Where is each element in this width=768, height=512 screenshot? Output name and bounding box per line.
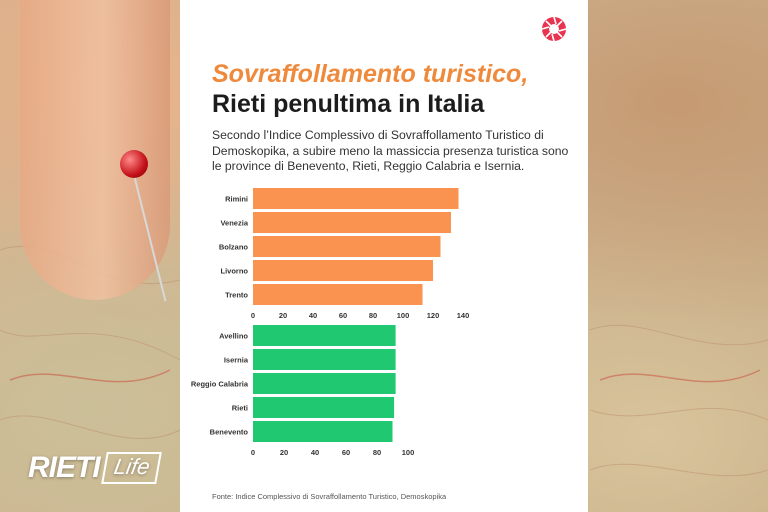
x-tick-label: 100 [397, 311, 410, 320]
x-tick-label: 20 [280, 448, 288, 457]
title-line-1: Sovraffollamento turistico, [212, 60, 529, 88]
category-label: Avellino [219, 332, 248, 341]
x-tick-label: 20 [279, 311, 287, 320]
bar-livorno [253, 260, 433, 281]
bar-bolzano [253, 236, 441, 257]
x-tick-label: 140 [457, 311, 470, 320]
x-tick-label: 40 [309, 311, 317, 320]
finger-photo [20, 0, 170, 300]
x-tick-label: 40 [311, 448, 319, 457]
x-tick-label: 0 [251, 311, 255, 320]
bar-charts: Rimini Venezia Bolzano Livorno Trento 0 20 40 60… [191, 188, 469, 457]
camera-shutter-icon [541, 16, 567, 42]
category-label: Livorno [221, 267, 249, 276]
category-label: Rieti [232, 404, 248, 413]
source-note: Fonte: Indice Complessivo di Sovraffolla… [212, 492, 447, 501]
x-tick-label: 100 [402, 448, 415, 457]
bar-venezia [253, 212, 451, 233]
x-tick-label: 120 [427, 311, 440, 320]
bar-trento [253, 284, 423, 305]
chart-bottom-provinces: Avellino Isernia Reggio Calabria Rieti Benev… [191, 325, 414, 457]
category-label: Benevento [210, 428, 249, 437]
category-label: Isernia [224, 356, 249, 365]
brand-logo: RIETI Life [28, 448, 162, 488]
bar-isernia [253, 349, 396, 370]
bar-reggio-calabria [253, 373, 396, 394]
category-label: Trento [225, 291, 248, 300]
x-tick-label: 0 [251, 448, 255, 457]
chart-top-provinces: Rimini Venezia Bolzano Livorno Trento 0 20 40 60… [219, 188, 469, 320]
title-line-2: Rieti penultima in Italia [212, 90, 485, 118]
brand-rieti: RIETI [28, 451, 101, 484]
x-tick-label: 80 [373, 448, 381, 457]
bar-benevento [253, 421, 393, 442]
bar-avellino [253, 325, 396, 346]
x-tick-label: 60 [342, 448, 350, 457]
x-tick-label: 80 [369, 311, 377, 320]
bar-rieti [253, 397, 395, 418]
brand-life: Life [100, 452, 162, 484]
category-label: Bolzano [219, 243, 249, 252]
pin-head [120, 150, 148, 178]
category-label: Reggio Calabria [191, 380, 249, 389]
bar-rimini [253, 188, 459, 209]
subtitle: Secondo l’Indice Complessivo di Sovraffo… [212, 128, 569, 173]
x-tick-label: 60 [339, 311, 347, 320]
category-label: Rimini [225, 195, 248, 204]
category-label: Venezia [220, 219, 248, 228]
